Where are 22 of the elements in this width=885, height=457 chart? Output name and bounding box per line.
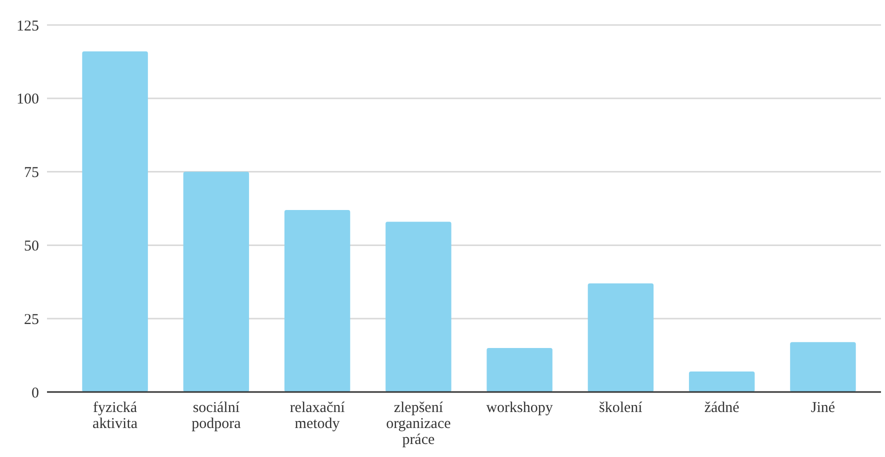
x-tick-label: Jiné (810, 400, 836, 416)
x-tick-label: sociální podpora (192, 400, 242, 432)
bar (588, 283, 654, 392)
x-tick-label: fyzická aktivita (92, 400, 138, 432)
bar (284, 210, 350, 392)
y-tick-label: 100 (16, 92, 39, 108)
y-tick-label: 0 (32, 385, 39, 402)
y-tick-label: 25 (24, 312, 39, 328)
x-tick-label: relaxační metody (290, 400, 346, 432)
x-tick-label: školení (599, 400, 644, 416)
bar (790, 342, 856, 392)
bar (486, 348, 552, 392)
x-tick-label: zlepšení organizace práce (386, 400, 452, 448)
bar (183, 172, 250, 392)
bar (82, 51, 148, 392)
y-tick-label: 125 (16, 18, 39, 34)
x-tick-label: žádné (704, 400, 740, 416)
bar (688, 371, 755, 392)
y-tick-label: 75 (24, 165, 39, 182)
bar (386, 222, 452, 392)
y-tick-label: 50 (24, 238, 39, 254)
x-tick-label: workshopy (486, 400, 554, 416)
